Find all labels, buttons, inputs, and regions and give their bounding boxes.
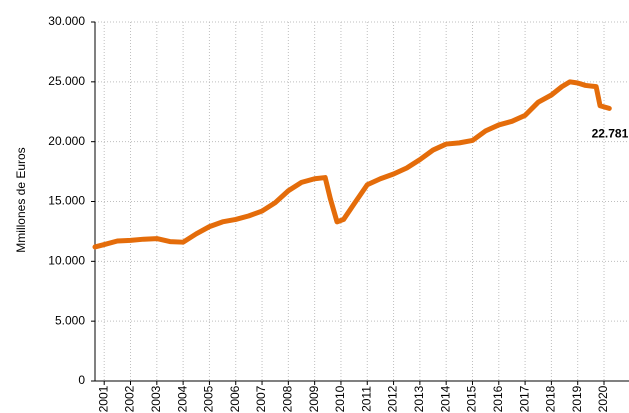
y-tick-label: 20.000: [48, 134, 85, 148]
y-tick-label: 25.000: [48, 74, 85, 88]
x-tick-label: 2005: [202, 385, 216, 412]
x-tick-label: 2009: [307, 385, 321, 412]
x-tick-label: 2008: [281, 385, 295, 412]
x-tick-label: 2020: [596, 385, 610, 412]
x-tick-label: 2012: [386, 385, 400, 412]
y-tick-label: 10.000: [48, 254, 85, 268]
x-tick-label: 2017: [517, 385, 531, 412]
x-tick-label: 2002: [123, 385, 137, 412]
y-tick-label: 30.000: [48, 14, 85, 28]
x-tick-label: 2015: [465, 385, 479, 412]
y-tick-label: 0: [78, 373, 85, 387]
data-label: 22.781: [592, 127, 629, 141]
y-tick-label: 5.000: [55, 313, 85, 327]
y-axis-label: Mmillones de Euros: [14, 147, 28, 252]
x-tick-label: 2003: [149, 385, 163, 412]
x-tick-label: 2011: [359, 386, 373, 412]
x-tick-label: 2019: [570, 385, 584, 412]
x-tick-label: 2013: [412, 385, 426, 412]
x-tick-label: 2007: [254, 385, 268, 412]
x-tick-label: 2014: [438, 385, 452, 412]
x-tick-label: 2001: [96, 385, 110, 412]
x-tick-label: 2010: [333, 385, 347, 412]
x-tick-label: 2006: [228, 385, 242, 412]
y-tick-label: 15.000: [48, 194, 85, 208]
x-tick-label: 2018: [544, 385, 558, 412]
x-tick-label: 2016: [491, 385, 505, 412]
x-tick-label: 2004: [175, 385, 189, 412]
data-line: [92, 79, 612, 250]
